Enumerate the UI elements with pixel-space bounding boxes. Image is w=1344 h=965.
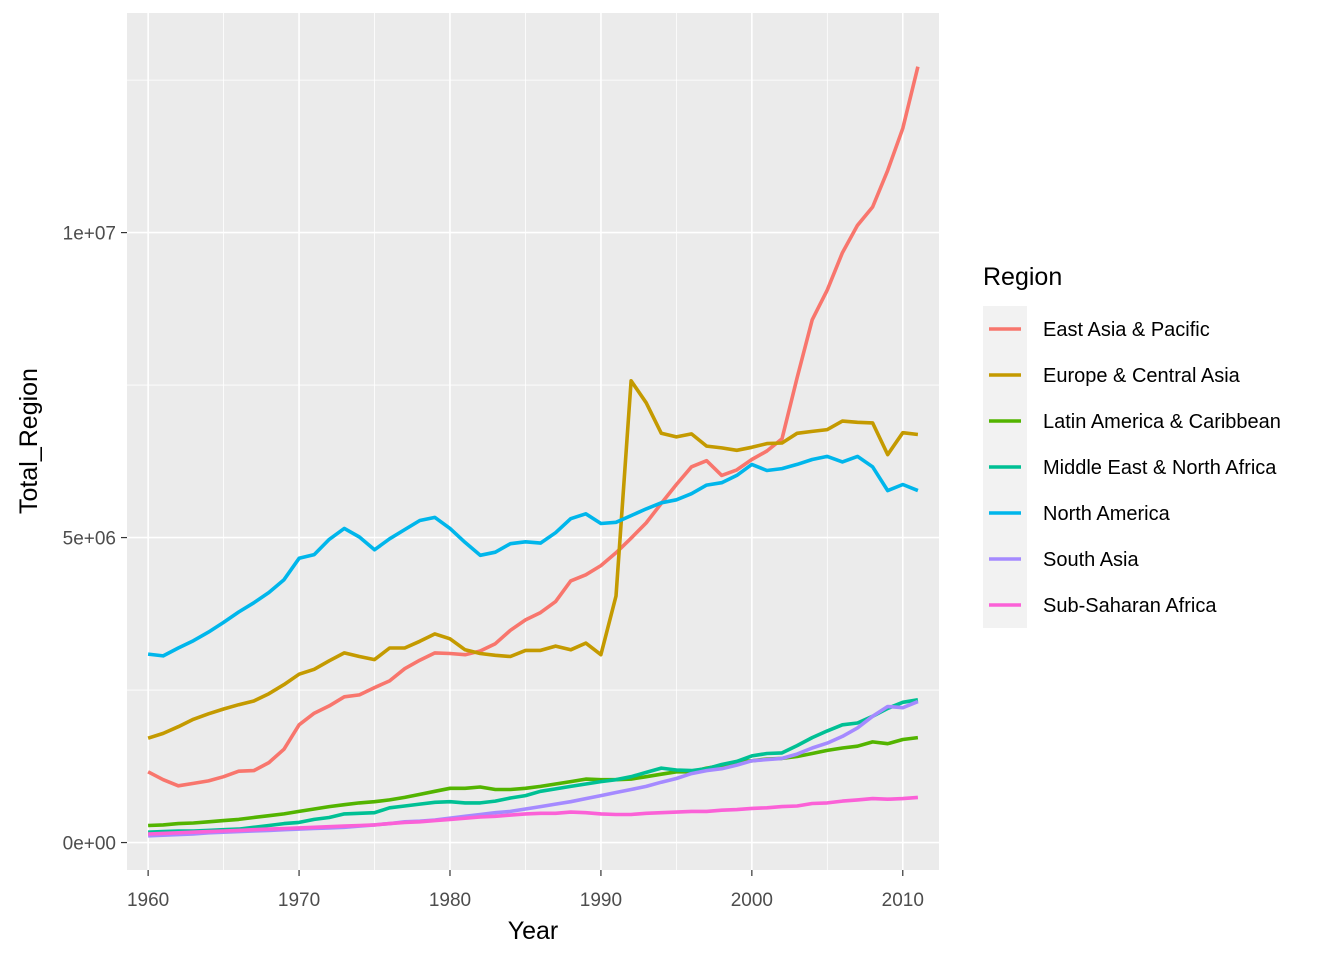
series-line-6 [148, 795, 919, 836]
legend-items: East Asia & Pacific Europe & Central Asia… [983, 306, 1281, 628]
y-axis-ticks: 0e+00 5e+06 1e+07 [63, 224, 127, 855]
x-tick-label: 2010 [882, 890, 924, 911]
legend-label-5: South Asia [1043, 549, 1140, 571]
series-line-1 [147, 378, 919, 740]
x-tick-label: 1960 [127, 890, 169, 911]
x-tick-label: 2000 [731, 890, 773, 911]
legend-label-4: North America [1043, 503, 1171, 525]
legend-label-1: Europe & Central Asia [1043, 365, 1241, 387]
y-tick-label: 5e+06 [63, 529, 116, 550]
series-line-4 [147, 454, 919, 658]
x-axis-title: Year [508, 917, 559, 945]
series-line-3 [148, 698, 919, 834]
legend-label-6: Sub-Saharan Africa [1043, 595, 1217, 617]
y-tick-label: 0e+00 [63, 834, 116, 855]
legend-label-3: Middle East & North Africa [1043, 457, 1277, 479]
x-tick-label: 1990 [580, 890, 622, 911]
legend: Region East Asia & Pacific Europe & Centr… [983, 263, 1281, 628]
series-line-0 [147, 66, 920, 788]
legend-label-2: Latin America & Caribbean [1043, 411, 1281, 433]
x-axis-ticks: 1960 1970 1980 1990 2000 2010 [127, 870, 924, 911]
x-tick-label: 1970 [278, 890, 320, 911]
y-axis-title: Total_Region [15, 368, 43, 514]
y-tick-label: 1e+07 [63, 224, 116, 245]
grid-minor [127, 13, 939, 870]
series-lines [147, 66, 920, 838]
plot-panel [127, 13, 939, 870]
legend-title: Region [983, 263, 1062, 291]
legend-label-0: East Asia & Pacific [1043, 319, 1210, 341]
x-tick-label: 1980 [429, 890, 471, 911]
